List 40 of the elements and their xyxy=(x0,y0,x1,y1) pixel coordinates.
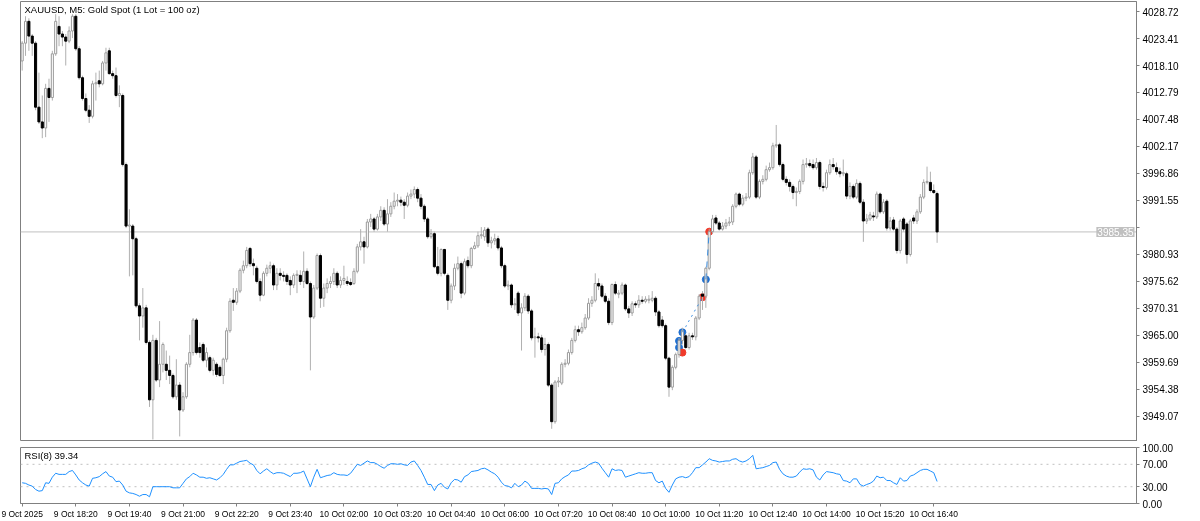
x-tick-label: 10 Oct 11:20 xyxy=(695,508,744,519)
y-tick-label: 3991.55 xyxy=(1142,195,1180,207)
x-tick-label: 10 Oct 07:20 xyxy=(534,508,583,519)
y-tick-label: 100.00 xyxy=(1142,442,1174,454)
y-tick-label: 3980.93 xyxy=(1142,249,1180,261)
x-tick-label: 9 Oct 2025 xyxy=(1,508,44,519)
y-tick-label: 3996.86 xyxy=(1142,168,1180,180)
y-tick-label: 0.00 xyxy=(1142,498,1163,510)
y-tick-label: 4023.41 xyxy=(1142,33,1180,45)
x-tick-label: 10 Oct 03:20 xyxy=(373,508,423,519)
chart-title: XAUUSD, M5: Gold Spot (1 Lot = 100 oz) xyxy=(24,3,200,15)
x-tick-label: 10 Oct 16:40 xyxy=(909,508,959,519)
y-tick-label: 3965.00 xyxy=(1142,330,1180,342)
x-tick-label: 9 Oct 21:00 xyxy=(161,508,206,519)
y-tick-label: 3970.31 xyxy=(1142,303,1180,315)
x-tick-label: 10 Oct 10:00 xyxy=(641,508,691,519)
y-tick-label: 3949.07 xyxy=(1142,411,1180,423)
y-tick-label: 4002.17 xyxy=(1142,141,1180,153)
x-tick-label: 9 Oct 19:40 xyxy=(107,508,152,519)
x-tick-label: 10 Oct 02:00 xyxy=(319,508,369,519)
ref-line-label: 3985.35 xyxy=(1097,226,1134,238)
x-tick-label: 9 Oct 23:40 xyxy=(268,508,313,519)
y-tick-label: 4012.79 xyxy=(1142,87,1180,99)
y-tick-label: 30.00 xyxy=(1142,481,1168,493)
x-tick-label: 9 Oct 18:20 xyxy=(53,508,99,519)
x-tick-label: 10 Oct 06:00 xyxy=(480,508,530,519)
x-tick-label: 10 Oct 08:40 xyxy=(587,508,637,519)
y-tick-label: 3959.69 xyxy=(1142,357,1180,369)
y-tick-label: 3954.38 xyxy=(1142,384,1180,396)
y-tick-label: 4018.10 xyxy=(1142,60,1180,72)
y-tick-label: 4028.72 xyxy=(1142,6,1180,18)
x-tick-label: 10 Oct 14:00 xyxy=(802,508,852,519)
x-tick-label: 10 Oct 04:40 xyxy=(426,508,476,519)
x-tick-label: 10 Oct 12:40 xyxy=(748,508,798,519)
x-tick-label: 10 Oct 15:20 xyxy=(855,508,905,519)
y-tick-label: 3975.62 xyxy=(1142,276,1180,288)
chart-title: RSI(8) 39.34 xyxy=(24,449,79,461)
y-tick-label: 70.00 xyxy=(1142,459,1168,471)
y-tick-label: 4007.48 xyxy=(1142,114,1180,126)
x-tick-label: 9 Oct 22:20 xyxy=(214,508,259,519)
